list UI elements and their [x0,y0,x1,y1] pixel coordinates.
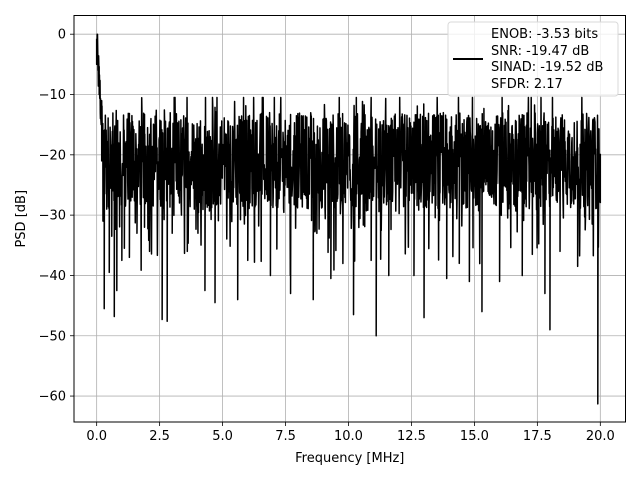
x-ticks: 0.0 2.5 5.0 7.5 10.0 12.5 15.0 17.5 20.0 [86,422,615,444]
legend-line-sinad: SINAD: -19.52 dB [491,60,603,75]
x-tick-label: 12.5 [397,429,426,444]
y-tick-label: −30 [39,209,66,224]
psd-series [95,33,602,405]
y-tick-label: −20 [39,148,66,163]
x-tick-label: 0.0 [86,429,107,444]
psd-line [95,33,602,405]
legend-box [447,21,619,97]
y-ticks: 0 −10 −20 −30 −40 −50 −60 [39,28,74,405]
x-tick-label: 20.0 [586,429,615,444]
legend-line-enob: ENOB: -3.53 bits [491,27,598,42]
legend-line-snr: SNR: -19.47 dB [491,44,589,59]
y-tick-label: −40 [39,269,66,284]
y-tick-label: −60 [39,390,66,405]
x-tick-label: 7.5 [275,429,296,444]
y-axis-label: PSD [dB] [14,190,29,248]
legend-line-sfdr: SFDR: 2.17 [491,77,563,92]
x-tick-label: 17.5 [523,429,552,444]
x-tick-label: 15.0 [460,429,489,444]
legend: ENOB: -3.53 bits SNR: -19.47 dB SINAD: -… [447,21,619,97]
x-axis-label: Frequency [MHz] [295,451,404,466]
plot-frame [73,15,626,423]
x-tick-label: 10.0 [334,429,363,444]
y-tick-label: 0 [58,28,66,43]
y-tick-label: −50 [39,329,66,344]
x-tick-label: 5.0 [212,429,233,444]
y-tick-label: −10 [39,88,66,103]
x-tick-label: 2.5 [149,429,170,444]
